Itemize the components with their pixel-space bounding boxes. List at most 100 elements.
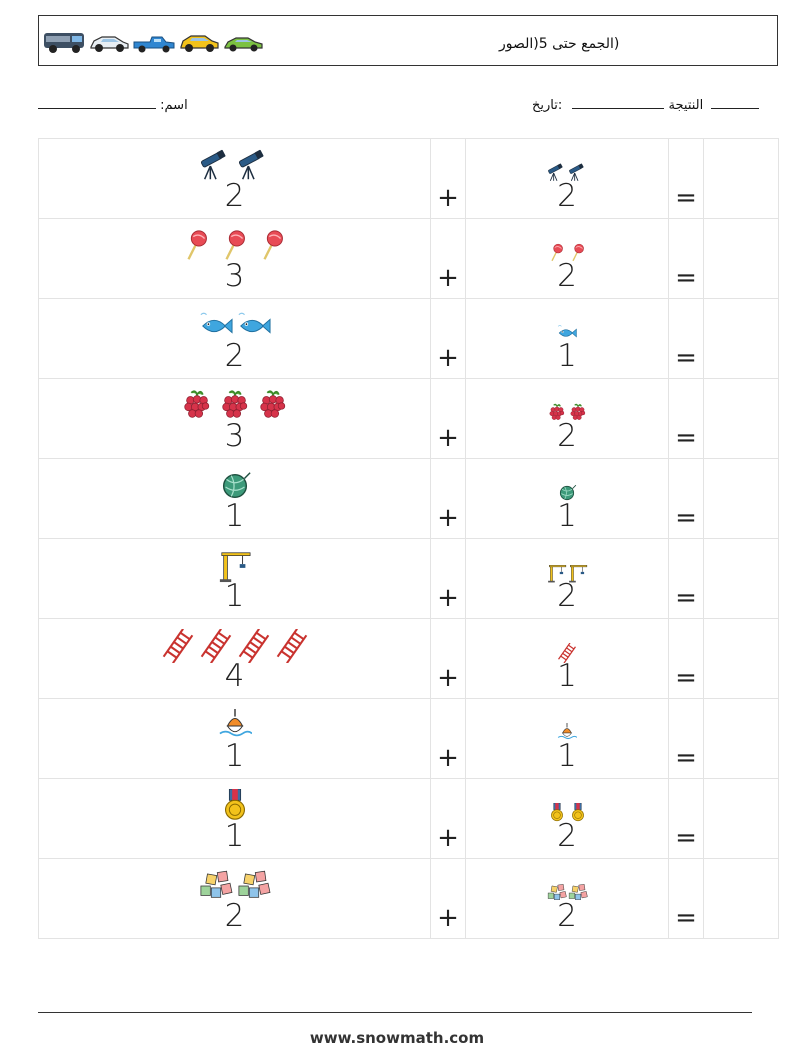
second-addend-icons [466,559,668,583]
second-addend-icons [466,159,668,183]
result-blank[interactable] [572,94,665,109]
first-addend: 3 [224,418,245,454]
second-addend: 2 [557,578,577,614]
first-addend-icons [39,307,430,343]
equals-cell: = [668,778,704,859]
first-addend-icons [39,867,430,903]
first-addend-cell: 3 [38,218,431,299]
equals-sign: = [675,823,697,853]
first-addend: 3 [224,258,245,294]
second-addend-cell: 2 [465,378,669,459]
raspberry-icon [570,403,585,420]
equals-cell: = [668,378,704,459]
equals-sign: = [675,583,697,613]
second-addend-icons [466,399,668,423]
answer-cell[interactable] [703,538,779,619]
plus-cell: + [430,218,466,299]
yarn-ball-icon [559,484,577,501]
first-addend: 1 [224,578,245,614]
plus-sign: + [437,423,459,453]
fish-icon [557,325,577,338]
first-addend: 1 [224,818,245,854]
toy-blocks-icon [547,884,567,900]
fish-icon [237,312,271,334]
telescope-icon [200,149,225,180]
equals-sign: = [675,423,697,453]
ladder-icon [162,629,193,663]
second-addend-cell: 1 [465,698,669,779]
table-row: 2 +1 = [38,298,779,379]
name-blank[interactable] [38,94,156,109]
first-addend: 1 [224,738,245,774]
footer-url[interactable]: www.snowmath.com [309,1029,485,1047]
second-addend-cell: 2 [465,538,669,619]
raspberry-icon [183,390,209,418]
first-addend-icons [39,387,430,423]
medal-icon [224,789,245,820]
lollipop-icon [224,230,245,260]
equals-sign: = [675,263,697,293]
worksheet-header: (الجمع حتى 5(الصور [38,15,778,66]
plus-sign: + [437,503,459,533]
result-date-field: النتيجة :تاريخ [528,94,760,113]
second-addend-cell: 2 [465,858,669,939]
first-addend: 1 [224,498,245,534]
answer-cell[interactable] [703,698,779,779]
second-addend-cell: 2 [465,138,669,219]
first-addend-icons [39,227,430,263]
first-addend-cell: 2 [38,138,431,219]
second-addend: 1 [557,498,577,534]
first-addend-cell: 2 [38,298,431,379]
equals-cell: = [668,858,704,939]
answer-cell[interactable] [703,298,779,379]
table-row: 3 +2 = [38,218,779,299]
plus-sign: + [437,183,459,213]
fishing-float-icon [557,723,577,740]
table-row: 2 +2 = [38,858,779,939]
equals-sign: = [675,743,697,773]
second-addend-cell: 1 [465,298,669,379]
second-addend-cell: 1 [465,458,669,539]
plus-cell: + [430,458,466,539]
answer-cell[interactable] [703,778,779,859]
raspberry-icon [259,390,285,418]
second-addend-icons [466,799,668,823]
answer-cell[interactable] [703,618,779,699]
raspberry-icon [549,403,564,420]
second-addend: 2 [557,898,577,934]
equals-cell: = [668,618,704,699]
plus-cell: + [430,618,466,699]
plus-sign: + [437,903,459,933]
silver-car-icon [90,36,129,52]
equals-sign: = [675,663,697,693]
second-addend: 2 [557,818,577,854]
answer-cell[interactable] [703,138,779,219]
green-car-icon [224,37,263,52]
second-addend-icons [466,239,668,263]
first-addend: 2 [224,338,245,374]
date-blank[interactable] [711,94,760,109]
first-addend-cell: 3 [38,378,431,459]
answer-cell[interactable] [703,858,779,939]
table-row: 4 +1 = [38,618,779,699]
car-icons [42,28,264,54]
yarn-ball-icon [222,472,251,499]
equals-sign: = [675,903,697,933]
answer-cell[interactable] [703,378,779,459]
answer-cell[interactable] [703,458,779,539]
second-addend: 1 [557,738,577,774]
telescope-icon [568,163,584,181]
plus-cell: + [430,778,466,859]
result-label: النتيجة [668,98,704,113]
table-row: 1 +2 = [38,538,779,619]
first-addend-icons [39,547,430,583]
equals-cell: = [668,538,704,619]
equals-cell: = [668,218,704,299]
second-addend-cell: 2 [465,778,669,859]
equals-sign: = [675,343,697,373]
plus-sign: + [437,263,459,293]
first-addend-cell: 1 [38,778,431,859]
answer-cell[interactable] [703,218,779,299]
table-row: 1 +1 = [38,458,779,539]
fish-icon [199,312,233,334]
